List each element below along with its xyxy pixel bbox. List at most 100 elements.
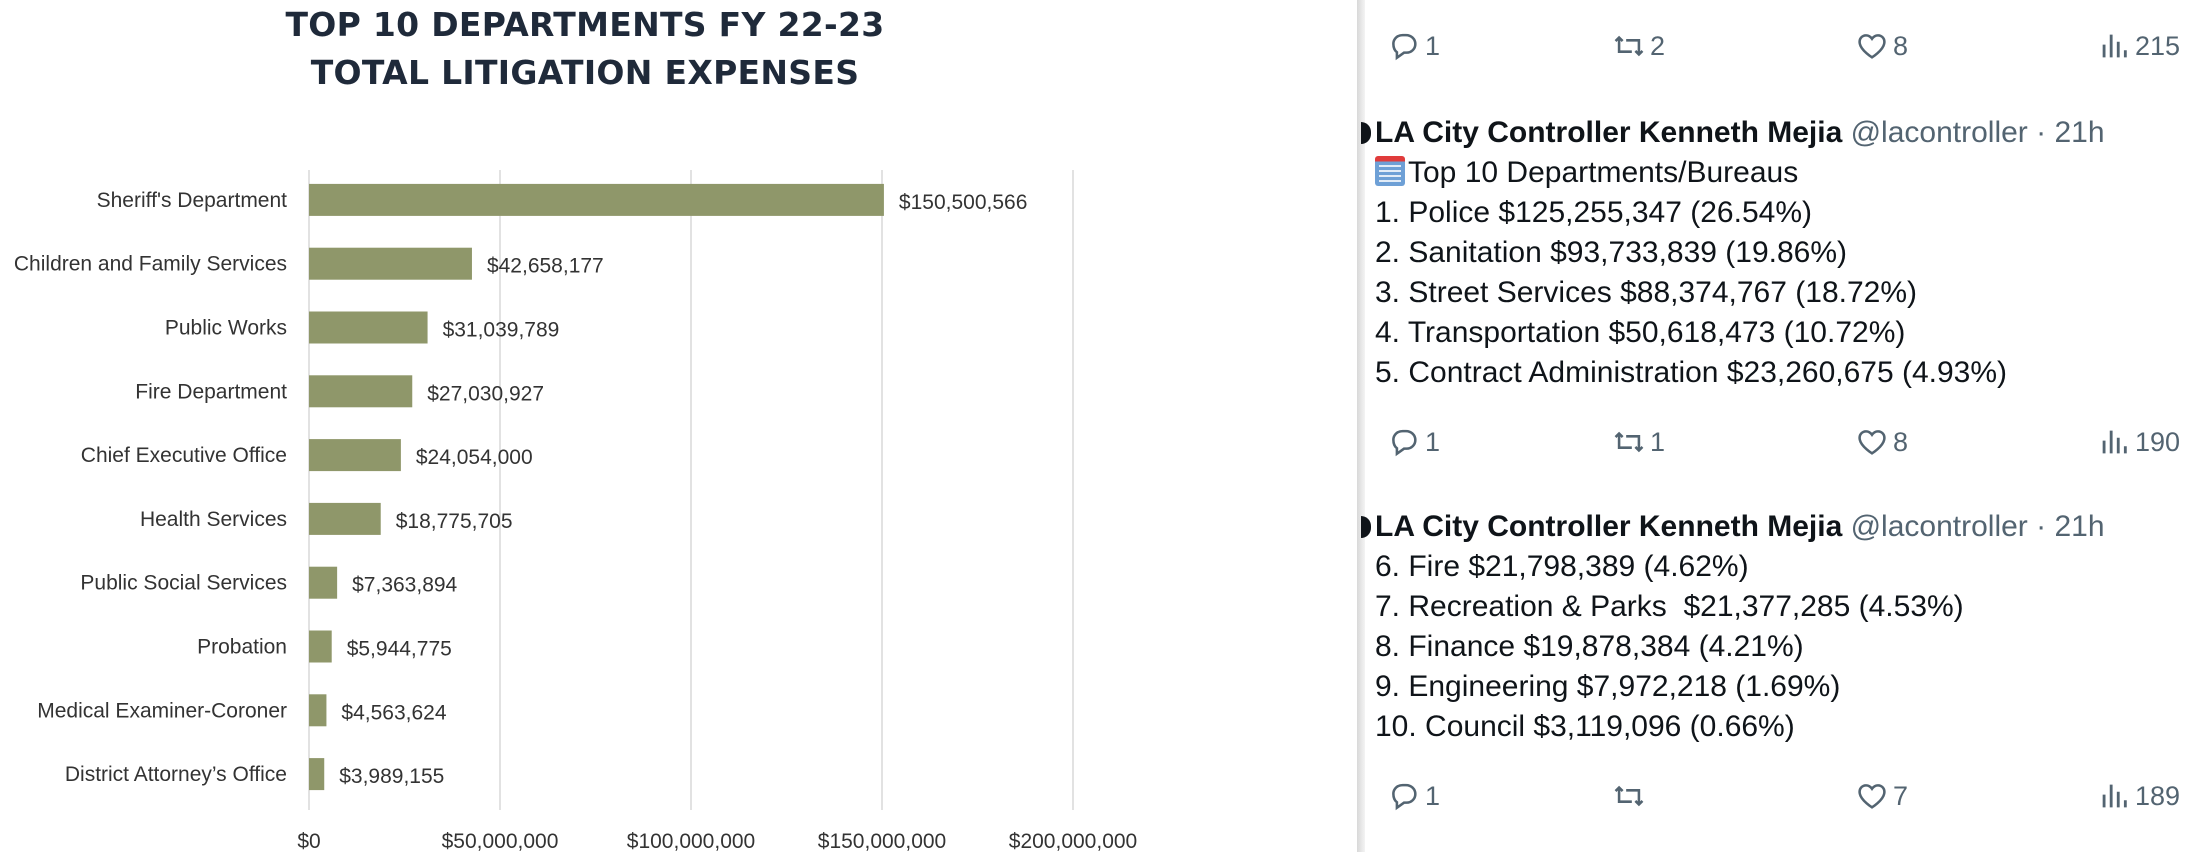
data-label: $27,030,927 <box>427 382 544 405</box>
tweet-2[interactable]: LA City Controller Kenneth Mejia @lacont… <box>1361 507 2185 747</box>
data-label: $42,658,177 <box>487 255 604 278</box>
tweet-1-actions: 1 1 8 190 <box>1377 422 2182 462</box>
bar <box>309 439 401 472</box>
tweet-text-line: 5. Contract Administration $23,260,675 (… <box>1375 356 2008 389</box>
views-button[interactable]: 215 <box>2097 26 2180 66</box>
views-icon <box>2102 34 2127 58</box>
category-label: Public Social Services <box>80 572 287 595</box>
image-divider <box>1357 0 1365 852</box>
data-label: $3,989,155 <box>339 765 444 788</box>
bar <box>309 566 338 599</box>
category-label: Children and Family Services <box>14 253 287 276</box>
x-tick-label: $0 <box>297 830 320 852</box>
chart-panel: TOP 10 DEPARTMENTS FY 22-23 TOTAL LITIGA… <box>13 5 1138 852</box>
views-icon <box>2102 784 2127 808</box>
heart-icon <box>1858 34 1886 59</box>
category-label: Fire Department <box>135 380 287 403</box>
category-label: Medical Examiner-Coroner <box>37 699 287 722</box>
chart-title-line-1: TOP 10 DEPARTMENTS FY 22-23 <box>285 5 885 44</box>
views-button[interactable]: 190 <box>2097 422 2180 462</box>
tweet-text-line: 6. Fire $21,798,389 (4.62%) <box>1375 550 1749 583</box>
tweet-text: Top 10 Departments/Bureaus <box>1408 156 1799 189</box>
author-name[interactable]: LA City Controller Kenneth Mejia <box>1375 510 1843 543</box>
bar <box>309 375 413 408</box>
data-label: $18,775,705 <box>396 510 513 533</box>
retweet-icon <box>1614 35 1644 57</box>
retweet-count: 1 <box>1650 426 1666 457</box>
views-button[interactable]: 189 <box>2097 776 2180 816</box>
tweet-text-line: 7. Recreation & Parks $21,377,285 (4.53%… <box>1375 590 1964 623</box>
reply-icon <box>1392 783 1417 811</box>
tweet-header: LA City Controller Kenneth Mejia @lacont… <box>1375 113 2185 153</box>
data-label: $7,363,894 <box>352 574 457 597</box>
tweet-text-line: 9. Engineering $7,972,218 (1.69%) <box>1375 670 1841 703</box>
office-building-emoji-icon <box>1375 156 1405 186</box>
views-count: 190 <box>2135 426 2181 457</box>
bar <box>309 183 884 216</box>
category-label: Chief Executive Office <box>81 444 287 467</box>
x-tick-label: $150,000,000 <box>818 830 946 852</box>
x-tick-label: $100,000,000 <box>627 830 755 852</box>
reply-icon <box>1392 33 1417 61</box>
reply-icon <box>1392 429 1417 457</box>
tweet-text-line: 4. Transportation $50,618,473 (10.72%) <box>1375 316 1906 349</box>
chart-title-line-2: TOTAL LITIGATION EXPENSES <box>310 53 860 92</box>
bar-chart: $0 $50,000,000 $100,000,000 $150,000,000 $20… <box>14 170 1137 852</box>
tweet-header: LA City Controller Kenneth Mejia @lacont… <box>1375 507 2185 547</box>
like-count: 7 <box>1893 780 1909 811</box>
tweet-text-line: 3. Street Services $88,374,767 (18.72%) <box>1375 276 1917 309</box>
data-label: $31,039,789 <box>443 319 560 342</box>
bar <box>309 502 381 535</box>
reply-button[interactable]: 1 <box>1387 776 1440 816</box>
tweet-text-line: Top 10 Departments/Bureaus <box>1375 153 2185 193</box>
reply-button[interactable]: 1 <box>1387 422 1440 462</box>
bar <box>309 311 428 344</box>
views-count: 215 <box>2135 30 2181 61</box>
bar <box>309 247 472 280</box>
like-count: 8 <box>1893 30 1909 61</box>
like-button[interactable]: 8 <box>1855 26 1908 66</box>
tweet-text-line: 8. Finance $19,878,384 (4.21%) <box>1375 630 1804 663</box>
tweet-text-line: 10. Council $3,119,096 (0.66%) <box>1375 710 1795 743</box>
retweet-button[interactable]: 2 <box>1612 26 1665 66</box>
like-button[interactable]: 8 <box>1855 422 1908 462</box>
retweet-count: 2 <box>1650 30 1666 61</box>
reply-count: 1 <box>1425 780 1441 811</box>
retweet-button[interactable]: 1 <box>1612 422 1665 462</box>
x-tick-label: $50,000,000 <box>442 830 559 852</box>
category-label: Health Services <box>140 508 287 531</box>
author-name[interactable]: LA City Controller Kenneth Mejia <box>1375 116 1843 149</box>
data-label: $24,054,000 <box>416 446 533 469</box>
retweet-button[interactable] <box>1612 776 1650 816</box>
tweet-text-line: 2. Sanitation $93,733,839 (19.86%) <box>1375 236 1848 269</box>
heart-icon <box>1858 784 1886 809</box>
views-count: 189 <box>2135 780 2181 811</box>
category-label: Sheriff's Department <box>97 189 288 212</box>
reply-button[interactable]: 1 <box>1387 26 1440 66</box>
category-label: Public Works <box>165 317 287 340</box>
data-label: $4,563,624 <box>341 701 446 724</box>
data-label: $150,500,566 <box>899 191 1027 214</box>
data-label: $5,944,775 <box>347 638 452 661</box>
like-button[interactable]: 7 <box>1855 776 1908 816</box>
like-count: 8 <box>1893 426 1909 457</box>
retweet-icon <box>1614 785 1644 807</box>
tweet-1[interactable]: LA City Controller Kenneth Mejia @lacont… <box>1361 113 2185 393</box>
author-handle-time[interactable]: @lacontroller · 21h <box>1842 510 2105 543</box>
reply-count: 1 <box>1425 30 1441 61</box>
tweet-thread-panel: 1 2 8 215 LA City Controller Kenneth Mej… <box>1361 0 2200 852</box>
bar <box>309 694 327 727</box>
views-icon <box>2102 430 2127 454</box>
tweet-2-actions: 1 7 189 <box>1377 776 2182 816</box>
heart-icon <box>1858 430 1886 455</box>
category-label: Probation <box>197 636 287 659</box>
bar <box>309 758 325 791</box>
tweet-actions-top: 1 2 8 215 <box>1377 26 2182 66</box>
reply-count: 1 <box>1425 426 1441 457</box>
x-tick-label: $200,000,000 <box>1009 830 1137 852</box>
thread-connector <box>1361 516 1371 538</box>
author-handle-time[interactable]: @lacontroller · 21h <box>1842 116 2105 149</box>
tweet-text-line: 1. Police $125,255,347 (26.54%) <box>1375 196 1812 229</box>
retweet-icon <box>1614 431 1644 453</box>
thread-connector <box>1361 122 1371 144</box>
